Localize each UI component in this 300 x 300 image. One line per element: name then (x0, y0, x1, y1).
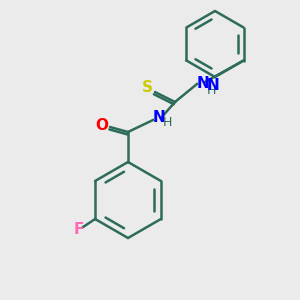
Text: O: O (95, 118, 109, 133)
Text: H: H (162, 116, 172, 130)
Text: S: S (142, 80, 152, 94)
Text: N: N (153, 110, 165, 125)
Text: N: N (207, 77, 219, 92)
Text: F: F (74, 221, 84, 236)
Text: H: H (206, 83, 216, 97)
Text: N: N (196, 76, 209, 92)
